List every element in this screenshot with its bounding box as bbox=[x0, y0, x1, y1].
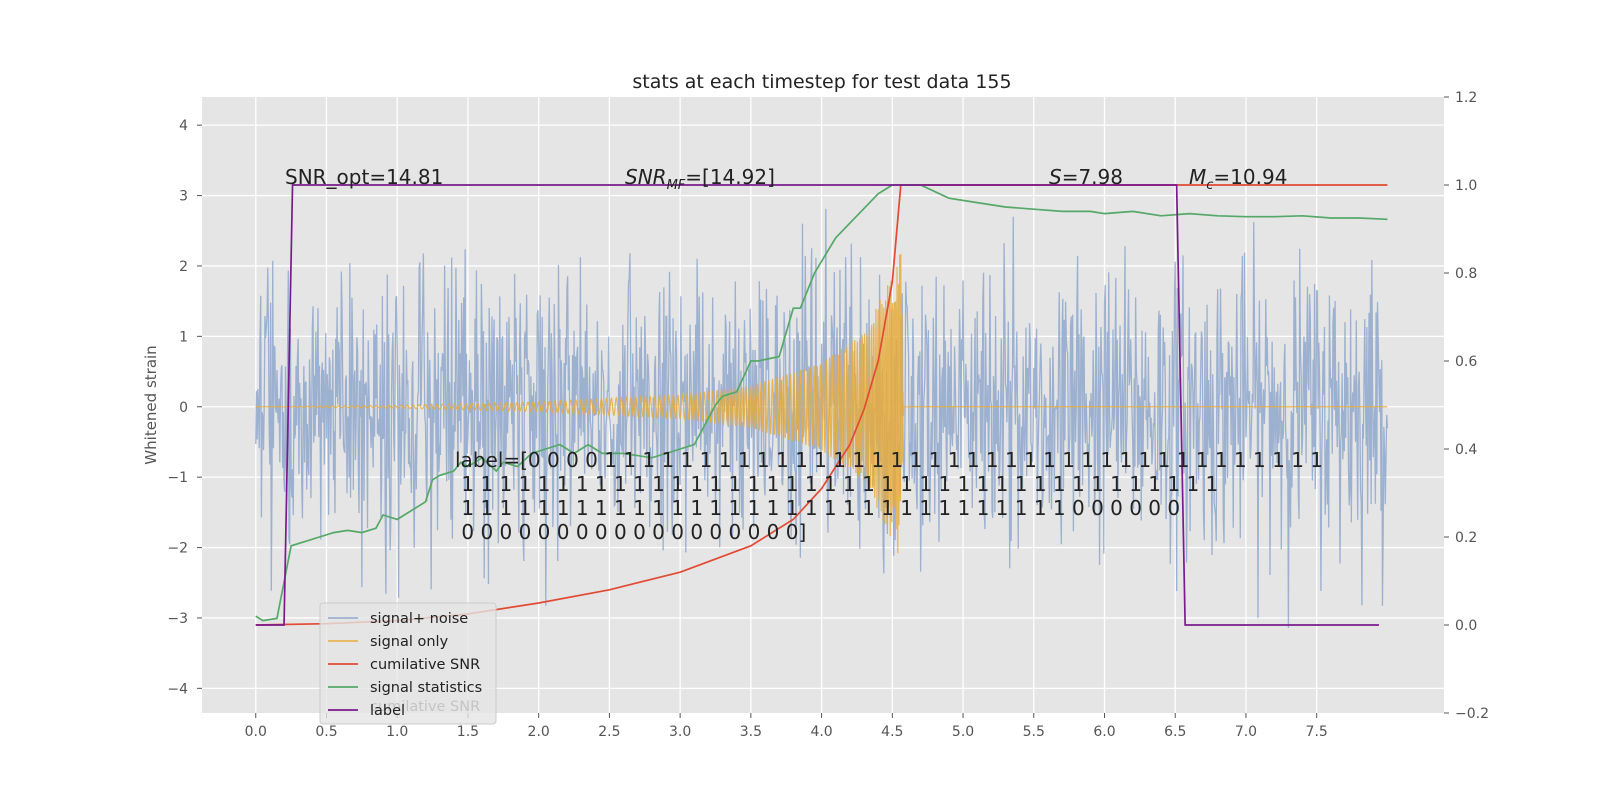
snr-mf-annotation: SNRMF=[14.92] bbox=[625, 165, 775, 193]
mc-rest: =10.94 bbox=[1213, 165, 1287, 189]
x-tick-label: 2.5 bbox=[598, 724, 620, 740]
x-tick-label: 2.0 bbox=[528, 724, 550, 740]
y2-tick-label: 1.0 bbox=[1455, 178, 1477, 194]
mc-main: M bbox=[1189, 165, 1206, 189]
s-main: S bbox=[1049, 165, 1062, 189]
label-array-annotation: label=[0 0 0 0 1 1 1 1 1 1 1 1 1 1 1 1 1… bbox=[455, 448, 1368, 544]
signal-only-line bbox=[255, 253, 1388, 554]
label-array-line-3: 1 1 1 1 1 1 1 1 1 1 1 1 1 1 1 1 1 1 1 1 … bbox=[455, 496, 1180, 520]
label-array-line-2: 1 1 1 1 1 1 1 1 1 1 1 1 1 1 1 1 1 1 1 1 … bbox=[455, 472, 1218, 496]
s-annotation: S=7.98 bbox=[1049, 165, 1123, 189]
annotations: SNR_opt=14.81 SNRMF=[14.92] S=7.98 Mc=10… bbox=[285, 165, 1368, 544]
y-tick-label: 3 bbox=[179, 189, 188, 205]
x-tick-label: 3.5 bbox=[740, 724, 762, 740]
x-tick-label: 0.5 bbox=[315, 724, 337, 740]
y-tick-label: −1 bbox=[167, 470, 188, 486]
series-signal-only bbox=[255, 253, 1388, 554]
y-axis-right: −0.2 0.0 0.2 0.4 0.6 0.8 1.0 1.2 bbox=[1444, 90, 1489, 722]
series-line-signal-statistics bbox=[255, 184, 1388, 622]
x-tick-label: 6.5 bbox=[1164, 724, 1186, 740]
y2-tick-label: 0.0 bbox=[1455, 618, 1477, 634]
x-tick-label: 5.0 bbox=[952, 724, 974, 740]
series-signal-noise bbox=[255, 208, 1389, 628]
x-tick-label: 7.5 bbox=[1306, 724, 1328, 740]
y-tick-label: 1 bbox=[179, 329, 188, 345]
legend-entry-label: signal statistics bbox=[370, 680, 482, 696]
x-tick-label: 0.0 bbox=[245, 724, 267, 740]
y2-tick-label: 0.6 bbox=[1455, 354, 1477, 370]
y2-tick-label: −0.2 bbox=[1455, 706, 1489, 722]
y-tick-label: 0 bbox=[179, 400, 188, 416]
snr-mf-rest: =[14.92] bbox=[685, 165, 775, 189]
snr-mf-sub: MF bbox=[667, 178, 686, 193]
y-tick-label: −4 bbox=[167, 681, 188, 697]
legend-ghost-text: cumilative SNR bbox=[370, 699, 480, 715]
x-tick-label: 4.0 bbox=[810, 724, 832, 740]
legend-entry-label: signal only bbox=[370, 634, 449, 650]
legend-box bbox=[319, 602, 497, 725]
y-axis-label: Whitened strain bbox=[142, 345, 160, 464]
chart-title: stats at each timestep for test data 155 bbox=[632, 71, 1011, 93]
x-tick-label: 7.0 bbox=[1235, 724, 1257, 740]
y-tick-label: −2 bbox=[167, 541, 188, 557]
mc-annotation: Mc=10.94 bbox=[1189, 165, 1287, 193]
label-array-line-1: label=[0 0 0 0 1 1 1 1 1 1 1 1 1 1 1 1 1… bbox=[455, 448, 1323, 472]
s-rest: =7.98 bbox=[1062, 165, 1123, 189]
snr-opt-annotation: SNR_opt=14.81 bbox=[285, 165, 443, 189]
y-tick-label: 4 bbox=[179, 118, 188, 134]
y2-tick-label: 1.2 bbox=[1455, 90, 1477, 106]
y2-tick-label: 0.2 bbox=[1455, 530, 1477, 546]
x-tick-label: 1.0 bbox=[386, 724, 408, 740]
y-tick-label: −3 bbox=[167, 611, 188, 627]
y2-tick-label: 0.8 bbox=[1455, 266, 1477, 282]
label-array-line-4: 0 0 0 0 0 0 0 0 0 0 0 0 0 0 0 0 0 0] bbox=[455, 520, 806, 544]
x-tick-label: 1.5 bbox=[457, 724, 479, 740]
y-axis-left: −4 −3 −2 −1 0 1 2 3 4 bbox=[167, 118, 202, 697]
mc-sub: c bbox=[1206, 178, 1213, 193]
snr-mf-main: SNR bbox=[625, 165, 667, 189]
x-tick-label: 4.5 bbox=[881, 724, 903, 740]
x-axis: 0.0 0.5 1.0 1.5 2.0 2.5 3.0 3.5 4.0 4.5 5.0 5.5 6.0 6… bbox=[245, 713, 1328, 740]
x-tick-label: 6.0 bbox=[1093, 724, 1115, 740]
legend-entry-label: label bbox=[370, 703, 405, 719]
legend: cumilative SNR signal+ noise signal only c… bbox=[319, 602, 497, 725]
legend-entries: signal+ noise signal only cumilative SNR si… bbox=[328, 611, 482, 719]
y-tick-label: 2 bbox=[179, 259, 188, 275]
legend-entry-label: cumilative SNR bbox=[370, 657, 480, 673]
legend-entry-label: signal+ noise bbox=[370, 611, 468, 627]
signal-noise-line bbox=[255, 208, 1389, 628]
x-tick-label: 5.5 bbox=[1023, 724, 1045, 740]
series-line-label bbox=[255, 184, 1379, 626]
y2-tick-label: 0.4 bbox=[1455, 442, 1477, 458]
x-tick-label: 3.0 bbox=[669, 724, 691, 740]
